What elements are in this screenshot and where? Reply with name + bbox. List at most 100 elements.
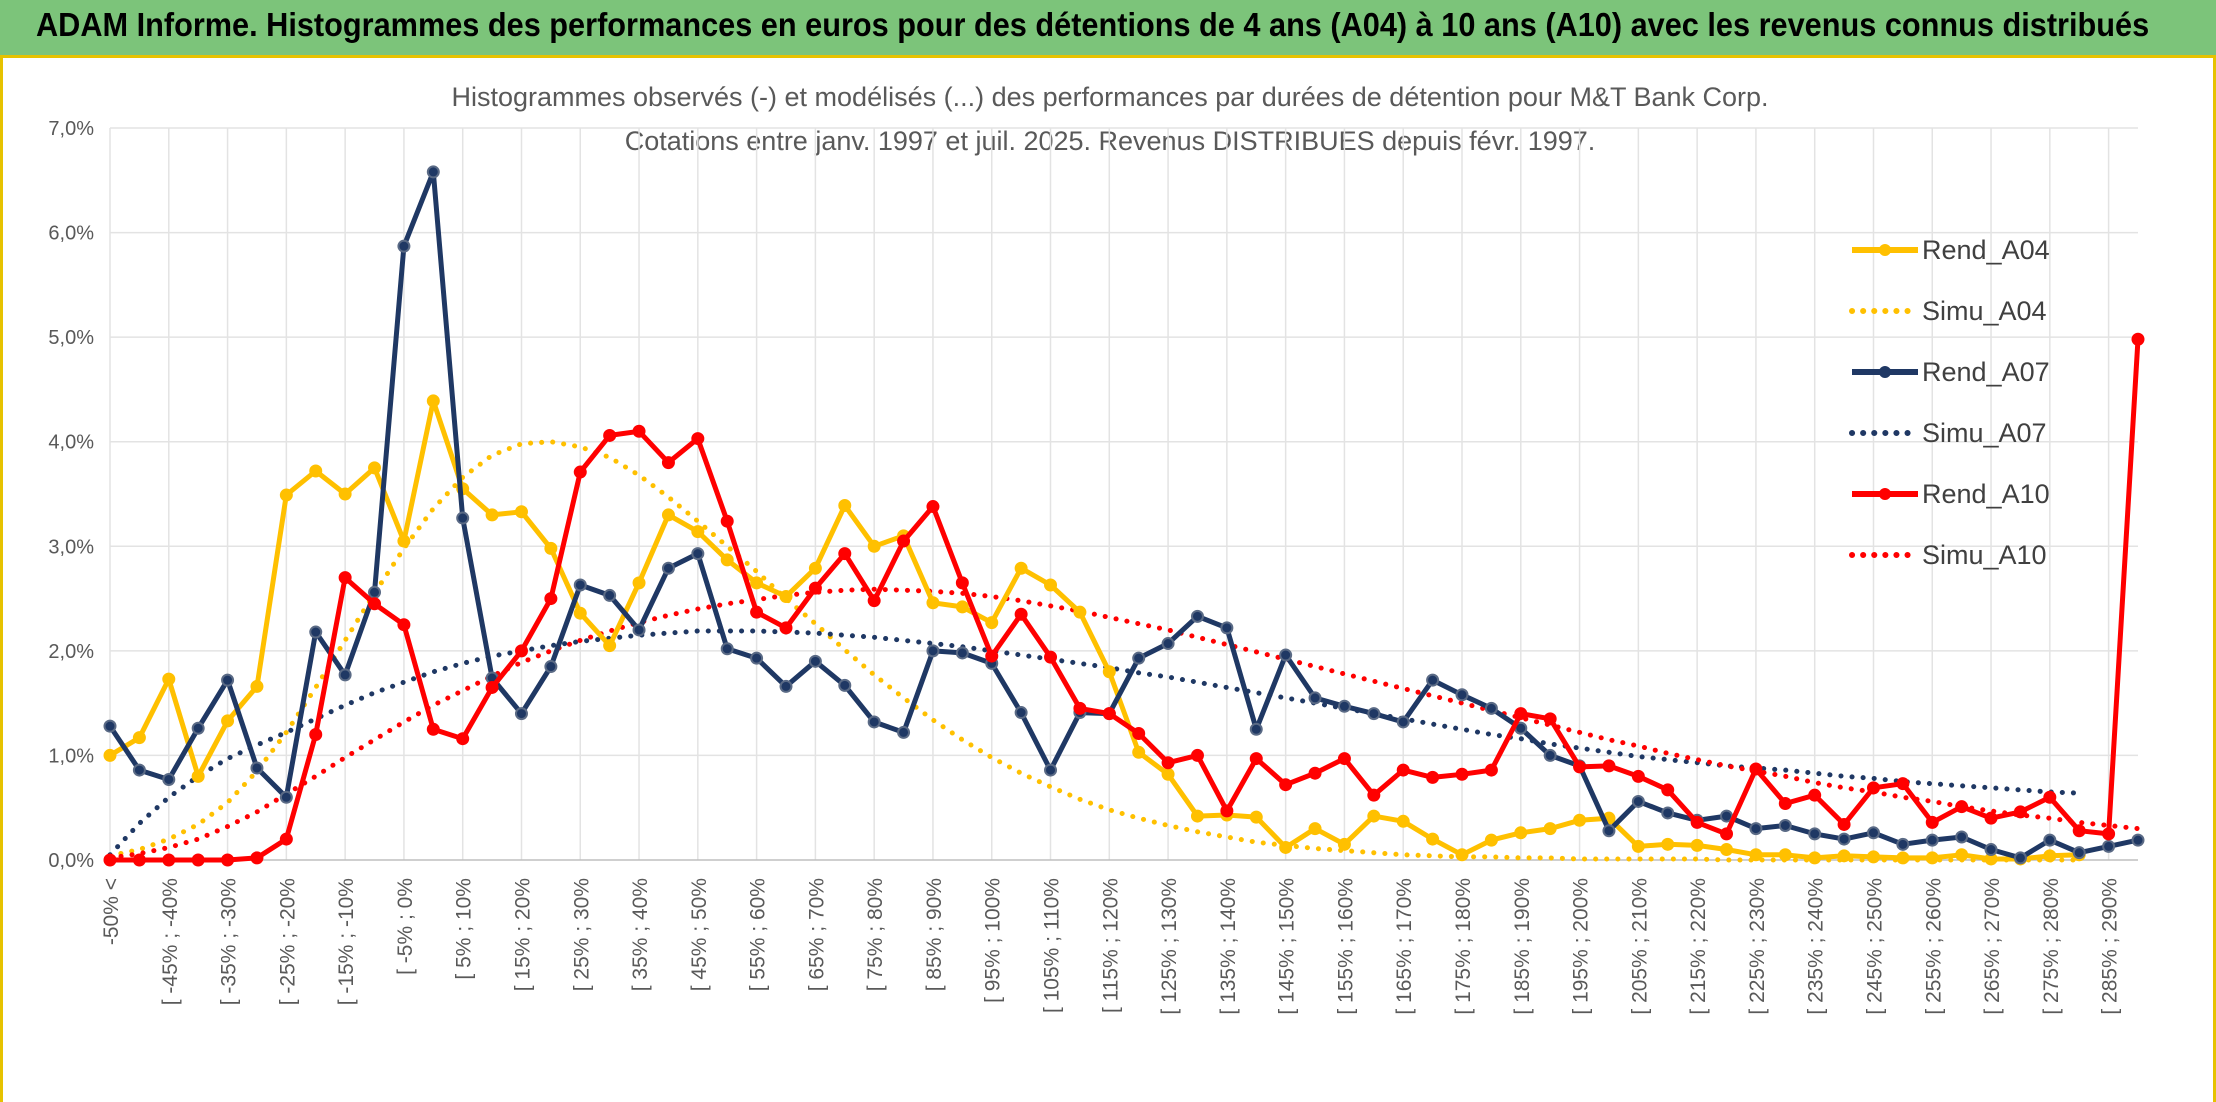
data-point	[750, 605, 764, 619]
data-point	[1455, 767, 1469, 781]
x-tick-label: [ 135% ; 140%	[1217, 878, 1240, 1015]
data-point	[162, 672, 176, 686]
data-point	[603, 428, 617, 442]
data-point	[1866, 826, 1880, 840]
data-point	[867, 539, 881, 553]
data-point	[221, 853, 235, 867]
data-point	[1073, 605, 1087, 619]
x-tick-label: [ 165% ; 170%	[1393, 878, 1416, 1015]
legend-item-Simu_A04[interactable]: Simu_A04	[1849, 296, 2047, 326]
data-point	[162, 772, 176, 786]
data-point	[1749, 822, 1763, 836]
data-point	[1837, 849, 1851, 863]
data-point	[368, 585, 382, 599]
data-point	[1602, 759, 1616, 773]
y-tick-label: 1,0%	[48, 745, 94, 767]
data-point	[1984, 811, 1998, 825]
data-point	[103, 853, 117, 867]
x-tick-label: [ 255% ; 260%	[1922, 878, 1945, 1015]
data-point	[338, 668, 352, 682]
x-tick-label: [ 25% ; 30%	[570, 878, 593, 991]
data-point	[1161, 637, 1175, 651]
data-point	[1661, 837, 1675, 851]
data-point	[1720, 827, 1734, 841]
data-point	[1573, 813, 1587, 827]
data-point	[779, 679, 793, 693]
data-point	[1161, 756, 1175, 770]
data-point	[544, 541, 558, 555]
data-point	[2013, 851, 2027, 865]
x-tick-label: [ 225% ; 230%	[1746, 878, 1769, 1015]
data-point	[191, 769, 205, 783]
data-point	[162, 853, 176, 867]
header-banner: ADAM Informe. Histogrammes des performan…	[0, 0, 2216, 58]
x-tick-label: [ 95% ; 100%	[982, 878, 1005, 1003]
data-point	[1426, 673, 1440, 687]
data-point	[2102, 827, 2116, 841]
data-point	[603, 639, 617, 653]
series-line	[107, 439, 2082, 863]
legend-item-Rend_A04[interactable]: Rend_A04	[1852, 235, 2050, 265]
data-point	[2102, 839, 2116, 853]
data-point	[1661, 783, 1675, 797]
data-point	[1279, 778, 1293, 792]
legend-item-Rend_A07[interactable]: Rend_A07	[1852, 357, 2050, 387]
x-tick-label: [ 265% ; 270%	[1981, 878, 2004, 1015]
data-point	[1044, 578, 1058, 592]
series-Simu_A10	[107, 586, 2141, 861]
data-point	[1955, 800, 1969, 814]
data-point	[779, 621, 793, 635]
data-point	[1396, 763, 1410, 777]
data-point	[1220, 621, 1234, 635]
x-tick-label: [ 195% ; 200%	[1570, 878, 1593, 1015]
y-tick-label: 4,0%	[48, 432, 94, 454]
data-point	[544, 660, 558, 674]
data-point	[2043, 790, 2057, 804]
data-point	[2043, 849, 2057, 863]
data-point	[661, 508, 675, 522]
data-point	[250, 851, 264, 865]
data-point	[1426, 770, 1440, 784]
legend-marker	[1879, 488, 1891, 500]
data-point	[279, 790, 293, 804]
data-point	[838, 547, 852, 561]
data-point	[661, 561, 675, 575]
x-axis: -50% < [ -45% ; -40% [ -35% ; -30% [ -25% ;…	[100, 878, 2122, 1015]
x-tick-label: [ 275% ; 280%	[2040, 878, 2063, 1015]
legend-item-Simu_A10[interactable]: Simu_A10	[1849, 540, 2047, 570]
data-point	[2131, 833, 2145, 847]
data-point	[426, 394, 440, 408]
data-point	[1543, 748, 1557, 762]
chart-title: Histogrammes observés (-) et modélisés (…	[451, 82, 1768, 112]
data-point	[1073, 701, 1087, 715]
data-point	[1749, 762, 1763, 776]
data-point	[191, 853, 205, 867]
series-Rend_A04	[103, 394, 2086, 866]
x-tick-label: [ 145% ; 150%	[1276, 878, 1299, 1015]
data-point	[1602, 824, 1616, 838]
data-point	[221, 714, 235, 728]
data-point	[1573, 760, 1587, 774]
y-tick-label: 0,0%	[48, 850, 94, 872]
data-point	[750, 576, 764, 590]
legend-item-Simu_A07[interactable]: Simu_A07	[1849, 418, 2047, 448]
x-tick-label: [ 175% ; 180%	[1452, 878, 1475, 1015]
legend[interactable]: Rend_A04 Simu_A04 Rend_A07 Simu_A07 Rend_A10…	[1849, 235, 2050, 570]
data-point	[691, 525, 705, 539]
data-point	[720, 553, 734, 567]
data-point	[1132, 651, 1146, 665]
data-point	[1367, 788, 1381, 802]
data-point	[2043, 833, 2057, 847]
data-point	[1220, 804, 1234, 818]
data-point	[1866, 850, 1880, 864]
data-point	[485, 508, 499, 522]
legend-marker	[1879, 244, 1891, 256]
data-point	[191, 721, 205, 735]
data-point	[1955, 830, 1969, 844]
data-point	[544, 592, 558, 606]
data-point	[1896, 777, 1910, 791]
data-point	[338, 487, 352, 501]
data-point	[1014, 706, 1028, 720]
data-point	[1308, 822, 1322, 836]
legend-item-Rend_A10[interactable]: Rend_A10	[1852, 479, 2050, 509]
